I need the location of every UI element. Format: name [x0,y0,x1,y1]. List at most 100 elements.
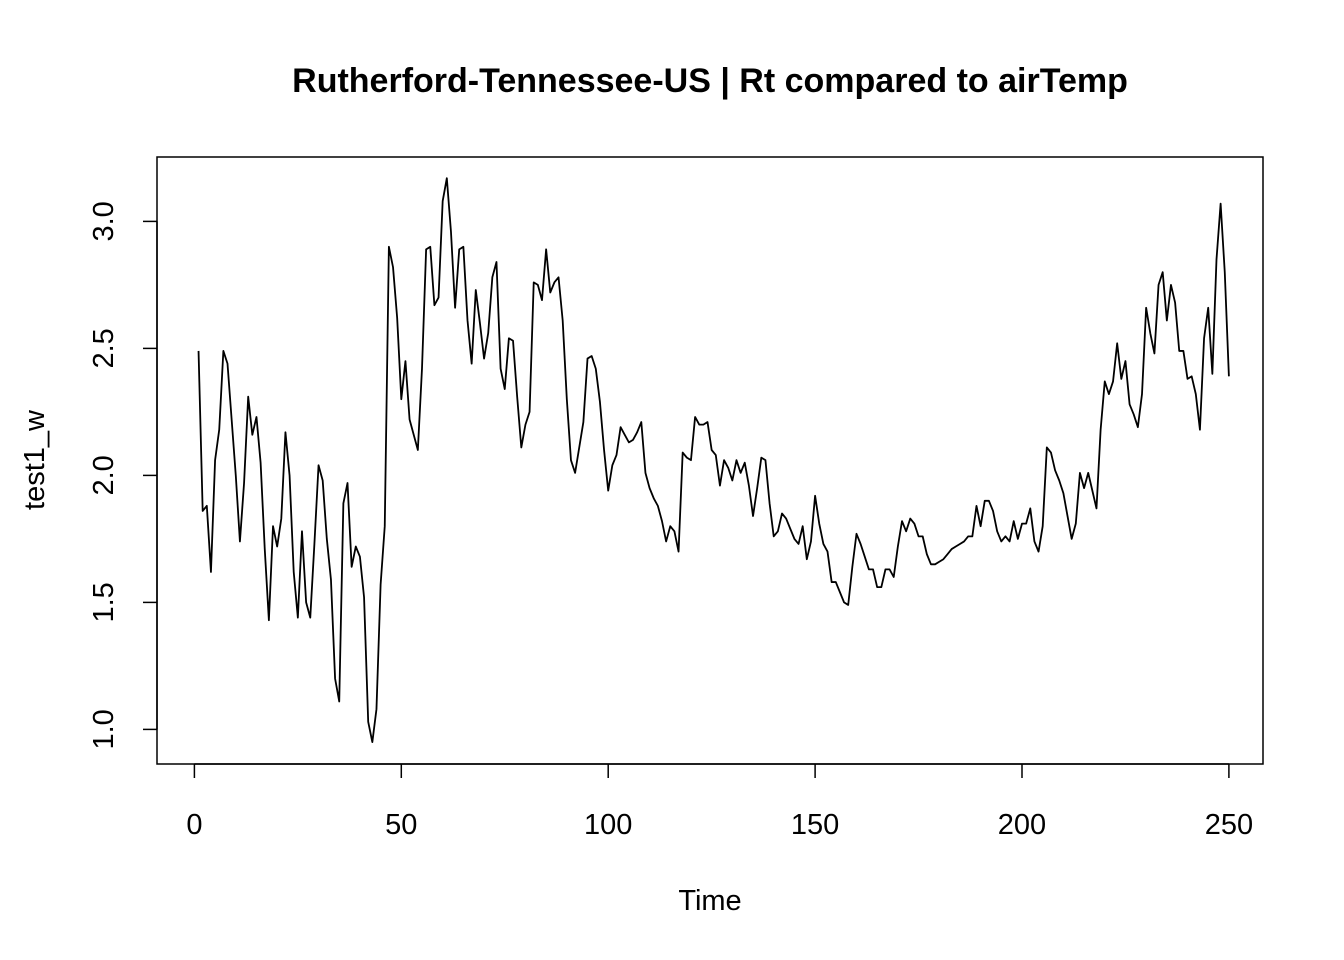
x-axis-label: Time [678,885,741,917]
data-point [545,248,547,250]
data-point [599,401,601,403]
data-point [769,502,771,504]
data-point [752,515,754,517]
data-point [1017,538,1019,540]
data-point [1029,507,1031,509]
data-point [438,297,440,299]
data-point [1133,413,1135,415]
data-point [334,678,336,680]
data-point [955,546,957,548]
data-point [388,246,390,248]
data-point [524,424,526,426]
data-point [293,571,295,573]
data-point [971,535,973,537]
data-point [764,459,766,461]
data-point [1009,540,1011,542]
data-point [384,525,386,527]
data-point [1187,378,1189,380]
data-point [487,332,489,334]
data-point [359,556,361,558]
data-point [835,581,837,583]
data-point [1038,551,1040,553]
x-tick-label: 200 [998,809,1046,841]
data-point [400,398,402,400]
data-point [1220,203,1222,205]
data-point [462,246,464,248]
data-point [284,431,286,433]
data-point [591,355,593,357]
data-point [260,462,262,464]
data-point [371,741,373,743]
data-point [516,396,518,398]
data-point [1215,259,1217,261]
data-point [872,568,874,570]
data-point [744,462,746,464]
data-point [653,497,655,499]
data-point [814,495,816,497]
data-point [884,568,886,570]
data-point [901,520,903,522]
data-point [347,482,349,484]
data-point [781,513,783,515]
data-point [251,434,253,436]
data-point [731,479,733,481]
data-point [338,700,340,702]
data-point [458,248,460,250]
data-point [243,482,245,484]
data-point [1091,490,1093,492]
data-point [508,337,510,339]
data-point [297,617,299,619]
data-point [425,248,427,250]
data-point [657,505,659,507]
data-point [413,434,415,436]
data-point [558,276,560,278]
data-point [640,421,642,423]
x-axis: 0 50 100 150 200 250 [186,763,1253,841]
data-point [789,528,791,530]
data-point [280,518,282,520]
data-point [1158,284,1160,286]
data-point [649,487,651,489]
data-point [905,530,907,532]
data-point [1054,469,1056,471]
data-point [582,421,584,423]
data-point [479,322,481,324]
data-point [851,566,853,568]
data-point [615,454,617,456]
data-point [735,459,737,461]
data-point [942,558,944,560]
data-point [636,431,638,433]
data-point [1124,360,1126,362]
data-point [1199,429,1201,431]
data-point [918,535,920,537]
data-point [988,500,990,502]
data-point [313,543,315,545]
x-tick-label: 50 [385,809,417,841]
data-point [715,454,717,456]
data-point [1058,479,1060,481]
data-point [541,299,543,301]
data-point [930,563,932,565]
y-tick-label: 2.0 [88,455,120,495]
data-point [429,246,431,248]
data-point [520,446,522,448]
data-point [818,523,820,525]
data-point [1129,403,1131,405]
data-point [491,276,493,278]
data-point [951,548,953,550]
data-point [1137,426,1139,428]
data-point [934,563,936,565]
data-point [822,543,824,545]
data-point [628,441,630,443]
data-point [483,358,485,360]
data-point [1025,523,1027,525]
data-point [206,505,208,507]
data-point [392,266,394,268]
data-point [276,546,278,548]
data-point [996,530,998,532]
data-point [893,576,895,578]
data-point [1141,393,1143,395]
data-point [471,363,473,365]
